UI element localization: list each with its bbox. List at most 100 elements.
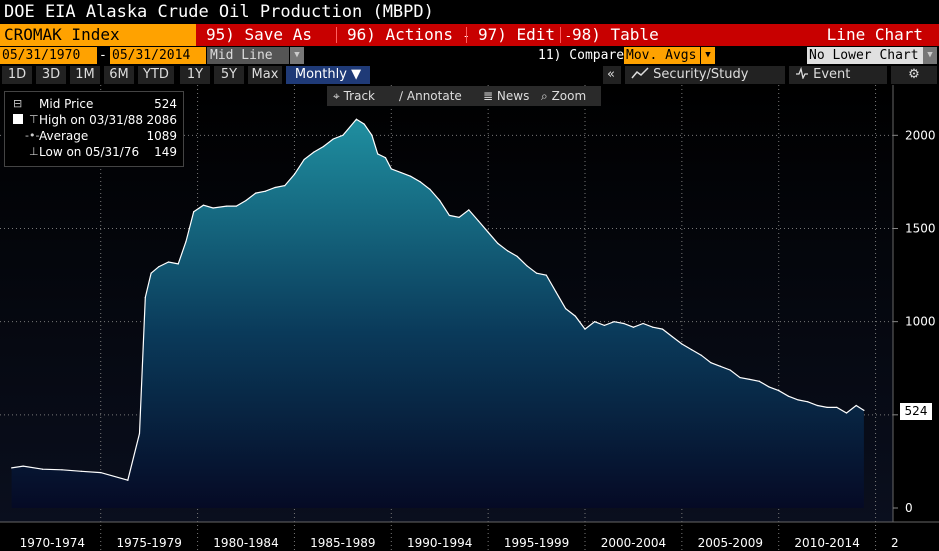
range-ytd[interactable]: YTD: [138, 66, 174, 84]
x-tick-label: 1980-1984: [213, 536, 278, 550]
data-point: [487, 231, 489, 233]
pencil-icon: ∕: [399, 89, 404, 103]
data-point: [226, 205, 228, 207]
data-point: [138, 432, 141, 435]
magnifier-icon: ⌕: [541, 89, 548, 103]
data-point: [836, 406, 838, 408]
data-point: [642, 322, 644, 325]
back-icon[interactable]: «: [603, 66, 621, 84]
data-point: [855, 404, 857, 407]
data-point: [100, 471, 102, 474]
legend-mid-price-label: Mid Price: [39, 97, 94, 111]
end-date-field[interactable]: 05/31/2014: [110, 47, 206, 64]
toolbar-divider: [560, 27, 561, 43]
data-point: [826, 406, 828, 408]
data-point: [342, 134, 344, 136]
frequency-select[interactable]: Monthly ▼: [286, 66, 370, 84]
data-point: [710, 362, 712, 364]
chevron-down-icon: ▼: [351, 67, 362, 82]
function-toolbar: CROMAK Index 95) Save As 96) Actions - 9…: [0, 24, 939, 46]
compare-button[interactable]: 11) Compare: [538, 48, 625, 63]
news-button[interactable]: ≣ News: [483, 86, 529, 106]
range-row: 1D 3D 1M 6M YTD 1Y 5Y Max Monthly ▼ « Se…: [0, 65, 939, 85]
data-point: [758, 380, 760, 382]
data-point: [816, 404, 819, 407]
date-range-row: 05/31/1970 - 05/31/2014 Mid Line ▼ 11) C…: [0, 46, 939, 65]
data-point: [652, 326, 654, 328]
data-point: [681, 343, 683, 345]
table-button[interactable]: 98) Table: [572, 25, 659, 44]
y-tick-label: 2000: [905, 128, 936, 142]
data-point: [526, 265, 528, 267]
start-date-field[interactable]: 05/31/1970: [0, 47, 97, 64]
data-point: [390, 168, 392, 170]
track-label: Track: [343, 89, 375, 103]
legend-high: ⊤ High on 03/31/88 2086: [9, 112, 181, 128]
legend-average: -•- Average 1089: [9, 128, 181, 144]
range-1d[interactable]: 1D: [2, 66, 32, 84]
gear-icon[interactable]: ⚙: [891, 66, 937, 84]
data-point: [410, 175, 412, 177]
legend-low-label: Low on 05/31/76: [39, 145, 140, 159]
legend-average-label: Average: [39, 129, 89, 143]
annotate-button[interactable]: ∕ Annotate: [399, 86, 462, 106]
actions-button[interactable]: 96) Actions -: [347, 24, 470, 46]
track-button[interactable]: ⌖ Track: [333, 86, 375, 106]
range-5y[interactable]: 5Y: [214, 66, 244, 84]
data-point: [322, 145, 325, 148]
data-point: [42, 468, 44, 470]
data-point: [768, 386, 770, 388]
data-point: [565, 308, 567, 310]
data-point: [545, 274, 547, 276]
data-point: [80, 470, 82, 472]
range-6m[interactable]: 6M: [104, 66, 134, 84]
data-point: [150, 272, 152, 274]
chart-area[interactable]: 0500100015002000 1970-19741975-19791980-…: [0, 85, 939, 551]
security-study-button[interactable]: Security/Study: [625, 66, 785, 84]
data-point: [158, 266, 160, 268]
chevron-down-icon[interactable]: ▼: [701, 47, 715, 64]
legend-low: ⊥ Low on 05/31/76 149: [9, 144, 181, 160]
ticker-field[interactable]: CROMAK Index: [0, 24, 196, 46]
collapse-icon: ⊟: [13, 96, 35, 128]
news-icon: ≣: [483, 89, 494, 103]
data-point: [613, 321, 615, 323]
news-label: News: [496, 89, 530, 103]
data-point: [797, 399, 799, 401]
window-title: DOE EIA Alaska Crude Oil Production (MBP…: [0, 0, 939, 24]
range-max[interactable]: Max: [248, 66, 282, 84]
mid-line-select[interactable]: Mid Line: [207, 47, 289, 64]
range-1y[interactable]: 1Y: [180, 66, 210, 84]
mov-avgs-button[interactable]: Mov. Avgs: [624, 47, 700, 64]
chevron-down-icon[interactable]: ▼: [923, 47, 937, 64]
data-point: [729, 369, 731, 371]
data-point: [185, 240, 187, 243]
data-point: [193, 211, 195, 213]
chart-type-label[interactable]: Line Chart: [826, 25, 923, 44]
y-tick-label: 1500: [905, 221, 936, 235]
edit-button[interactable]: 97) Edit -: [478, 24, 572, 46]
actions-label: 96) Actions: [347, 25, 453, 44]
chart-svg: 0500100015002000 1970-19741975-19791980-…: [0, 85, 939, 551]
data-point: [845, 412, 848, 414]
range-3d[interactable]: 3D: [36, 66, 66, 84]
event-icon: [796, 66, 808, 80]
chart-legend[interactable]: ⊟ Mid Price 524 ⊤ High on 03/31/88 2086 …: [4, 91, 184, 167]
data-point: [671, 335, 673, 338]
data-point: [202, 204, 204, 206]
chevron-down-icon[interactable]: ▼: [290, 47, 304, 64]
chart-study-icon: [631, 67, 649, 79]
x-tick-label: 1985-1989: [310, 536, 375, 550]
data-point: [863, 409, 865, 411]
average-marker-icon: -•-: [25, 129, 40, 142]
save-as-button[interactable]: 95) Save As: [206, 25, 312, 44]
data-point: [719, 365, 722, 367]
last-value-label: 524: [900, 403, 932, 420]
zoom-button[interactable]: ⌕ Zoom: [541, 86, 586, 106]
range-1m[interactable]: 1M: [70, 66, 100, 84]
legend-high-value: 2086: [146, 113, 177, 127]
event-button[interactable]: Event: [789, 66, 887, 84]
no-lower-chart-select[interactable]: No Lower Chart: [807, 47, 923, 64]
data-point: [690, 349, 693, 351]
data-point: [332, 138, 334, 140]
